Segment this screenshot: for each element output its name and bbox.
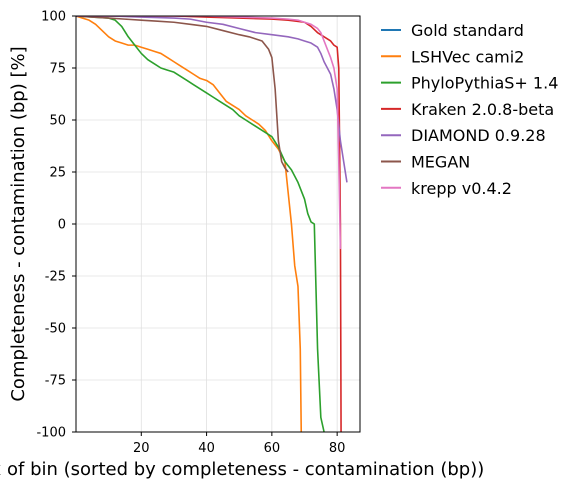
ticks-layer: 20 40 60 80 -100 -75 -50 -25 0 25 50 75 100 <box>36 10 345 457</box>
series-line-megan <box>76 16 289 173</box>
series-line-diamond-0-9-28 <box>76 16 348 183</box>
series-line-phylopythias-1-4 <box>76 16 325 432</box>
legend-label-diamond-0-9-28: DIAMOND 0.9.28 <box>411 126 546 145</box>
legend-label-gold-standard: Gold standard <box>411 21 524 40</box>
legend-label-krepp-v0-4-2: krepp v0.4.2 <box>411 179 512 198</box>
grid-layer <box>76 15 360 433</box>
legend-label-lshvec-cami2: LSHVec cami2 <box>411 47 524 66</box>
y-tick-label: -25 <box>45 270 66 285</box>
x-axis-label: Index of bin (sorted by completeness - c… <box>0 459 484 480</box>
series-lines <box>76 16 348 432</box>
y-tick-label: 0 <box>58 218 66 233</box>
y-tick-label: -75 <box>45 374 66 389</box>
y-tick-label: -50 <box>45 322 66 337</box>
legend: Gold standard LSHVec cami2 PhyloPythiaS+ 1… <box>381 21 558 198</box>
y-tick-label: 25 <box>49 166 66 181</box>
y-tick-label: 75 <box>49 62 66 77</box>
series-line-krepp-v0-4-2 <box>76 16 342 249</box>
x-tick-label: 20 <box>133 441 150 456</box>
y-tick-label: -100 <box>36 426 66 441</box>
x-tick-label: 60 <box>264 441 281 456</box>
y-tick-label: 100 <box>41 10 66 25</box>
x-tick-label: 40 <box>198 441 215 456</box>
legend-label-kraken-2-0-8-beta: Kraken 2.0.8-beta <box>411 100 554 119</box>
legend-label-megan: MEGAN <box>411 153 470 172</box>
y-tick-label: 50 <box>49 114 66 129</box>
legend-label-phylopythias-1-4: PhyloPythiaS+ 1.4 <box>411 74 558 93</box>
x-tick-label: 80 <box>329 441 346 456</box>
y-axis-label: Completeness - contamination (bp) [%] <box>8 46 29 401</box>
series-line-kraken-2-0-8-beta <box>76 16 342 432</box>
